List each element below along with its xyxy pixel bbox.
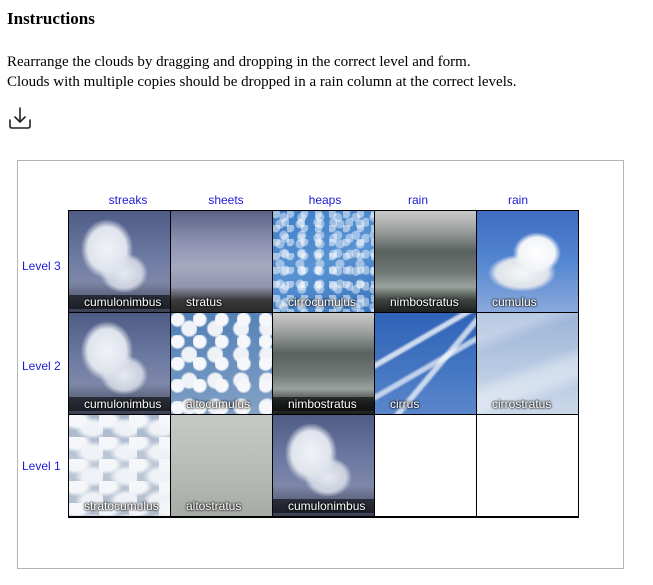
cloud-label: cirrostratus	[492, 397, 552, 411]
cloud-card-altostratus[interactable]: altostratus	[171, 415, 272, 516]
column-header-rain-1: rain	[407, 193, 428, 207]
cloud-label: nimbostratus	[273, 397, 374, 411]
cloud-label: stratus	[186, 295, 223, 309]
cloud-label: nimbostratus	[390, 295, 459, 309]
cloud-card-stratus[interactable]: stratus	[171, 211, 272, 312]
instructions-line-2: Clouds with multiple copies should be dr…	[7, 74, 517, 90]
column-header-sheets: sheets	[208, 193, 244, 207]
row-header-level-1: Level 1	[22, 459, 61, 473]
column-header-heaps: heaps	[308, 193, 342, 207]
instructions-line-1: Rearrange the clouds by dragging and dro…	[7, 54, 471, 70]
empty-drop-slot[interactable]	[375, 415, 476, 516]
cloud-card-nimbostratus[interactable]: nimbostratus	[375, 211, 476, 312]
cloud-label: cirrus	[390, 397, 420, 411]
cloud-card-nimbostratus[interactable]: nimbostratus	[273, 313, 374, 414]
cloud-label: altocumulus	[186, 397, 251, 411]
instructions-text: Rearrange the clouds by dragging and dro…	[7, 52, 516, 92]
column-header-streaks: streaks	[108, 193, 148, 207]
cloud-label: cumulonimbus	[69, 397, 170, 411]
cloud-card-cumulus[interactable]: cumulus	[477, 211, 578, 312]
cloud-sorting-panel	[17, 160, 624, 569]
cloud-label: cumulonimbus	[69, 295, 170, 309]
cloud-card-cumulonimbus[interactable]: cumulonimbus	[273, 415, 374, 516]
cloud-label: stratocumulus	[84, 499, 159, 513]
instructions-title: Instructions	[7, 9, 95, 28]
cloud-label: altostratus	[186, 499, 242, 513]
cloud-card-cirrus[interactable]: cirrus	[375, 313, 476, 414]
cloud-card-cumulonimbus[interactable]: cumulonimbus	[69, 211, 170, 312]
column-header-rain-2: rain	[507, 193, 528, 207]
cloud-label: cumulonimbus	[273, 499, 374, 513]
cloud-card-stratocumulus[interactable]: stratocumulus	[69, 415, 170, 516]
cloud-label: cumulus	[492, 295, 537, 309]
cloud-card-cirrostratus[interactable]: cirrostratus	[477, 313, 578, 414]
cloud-grid: cumulonimbus stratus cirrocumulus nimbos…	[68, 210, 579, 518]
download-icon[interactable]	[7, 106, 33, 130]
cloud-label: cirrocumulus	[288, 295, 357, 309]
cloud-card-cumulonimbus[interactable]: cumulonimbus	[69, 313, 170, 414]
cloud-card-cirrocumulus[interactable]: cirrocumulus	[273, 211, 374, 312]
empty-drop-slot[interactable]	[477, 415, 578, 516]
row-header-level-2: Level 2	[22, 359, 61, 373]
cloud-card-altocumulus[interactable]: altocumulus	[171, 313, 272, 414]
row-header-level-3: Level 3	[22, 259, 61, 273]
